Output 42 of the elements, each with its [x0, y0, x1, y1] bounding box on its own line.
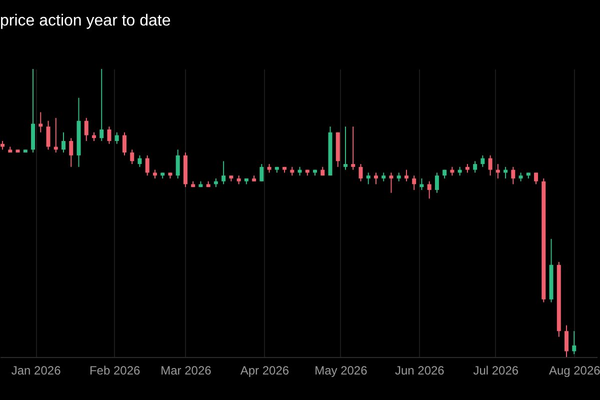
- candlestick: [434, 172, 439, 194]
- candlestick: [404, 169, 408, 182]
- candlestick: [69, 138, 74, 168]
- candlestick: [534, 172, 538, 185]
- x-tick-label: Mar 2026: [160, 364, 212, 378]
- candlestick: [260, 164, 264, 182]
- x-tick-label: Aug 2026: [548, 364, 600, 378]
- candlestick: [511, 166, 516, 185]
- x-tick-label: Jan 2026: [11, 364, 62, 378]
- candlestick: [473, 160, 478, 174]
- candlestick: [222, 160, 226, 185]
- candlestick: [176, 149, 180, 179]
- candlestick: [130, 149, 134, 165]
- candlestick: [122, 132, 126, 156]
- x-tick-label: May 2026: [314, 364, 368, 378]
- candlestick: [84, 117, 88, 142]
- x-tick-label: Feb 2026: [89, 364, 140, 378]
- candlestick: [480, 154, 485, 168]
- candlestick: [62, 132, 66, 154]
- candlestick: [572, 330, 576, 355]
- candlestick: [564, 324, 569, 358]
- candlestick: [114, 132, 119, 144]
- candlestick: [107, 126, 112, 144]
- x-tick-label: Apr 2026: [240, 364, 290, 378]
- candlestick: [374, 172, 378, 185]
- chart-title: price action year to date: [0, 12, 171, 30]
- candlestick: [46, 120, 50, 150]
- candlestick: [488, 154, 492, 176]
- candlestick: [358, 164, 363, 182]
- candlestick: [420, 178, 424, 190]
- candlestick: [38, 112, 43, 133]
- candlestick: [351, 126, 356, 170]
- x-tick-label: Jul 2026: [473, 364, 519, 378]
- candlestick: [389, 172, 394, 194]
- candlestick: [427, 180, 432, 200]
- candlestick: [344, 126, 348, 170]
- candlestick: [145, 154, 150, 176]
- x-tick-label: Jun 2026: [394, 364, 445, 378]
- candlestick: [412, 175, 416, 190]
- candlestick: [138, 154, 142, 168]
- candlestick: [366, 172, 370, 185]
- candlestick: [100, 68, 104, 142]
